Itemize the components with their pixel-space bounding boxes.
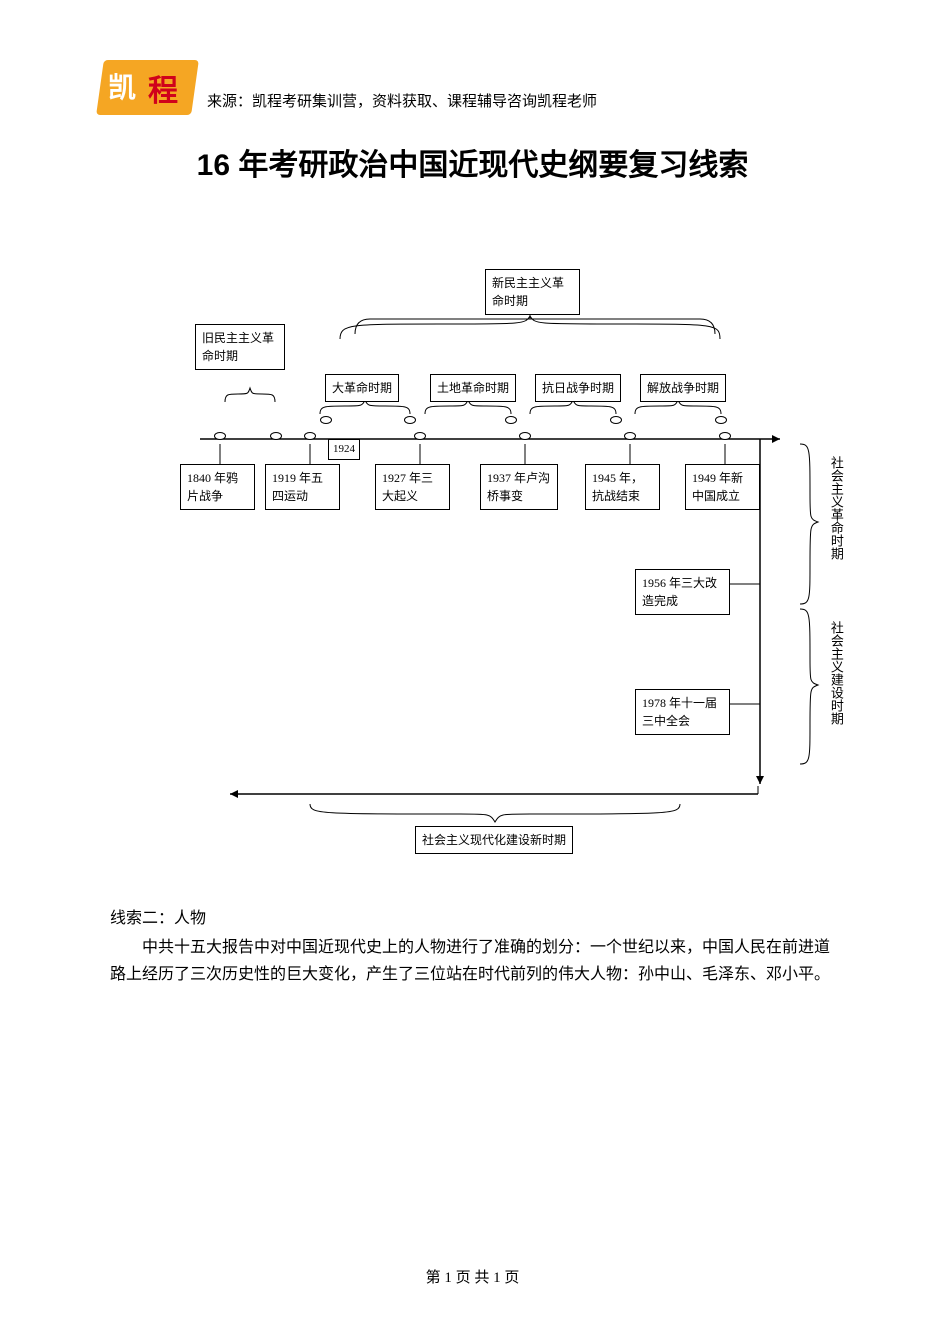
circle-2c: [404, 416, 416, 424]
section-2-body: 中共十五大报告中对中国近现代史上的人物进行了准确的划分：一个世纪以来，中国人民在…: [110, 934, 835, 988]
header: 凯 程 来源：凯程考研集训营，资料获取、课程辅导咨询凯程老师: [100, 60, 845, 115]
page: 凯 程 来源：凯程考研集训营，资料获取、课程辅导咨询凯程老师 16 年考研政治中…: [0, 0, 945, 1337]
section-2-label: 线索二：人物: [110, 904, 845, 928]
event-1937: 1937 年卢沟桥事变: [480, 464, 558, 510]
box-period-2: 土地革命时期: [430, 374, 516, 402]
source-text: 来源：凯程考研集训营，资料获取、课程辅导咨询凯程老师: [207, 90, 597, 115]
box-1924: 1924: [328, 439, 360, 460]
box-period-3: 抗日战争时期: [535, 374, 621, 402]
label-socialist-build: 社会主义建设时期: [825, 619, 846, 727]
event-1840: 1840 年鸦片战争: [180, 464, 255, 510]
logo-char-2: 程: [148, 66, 178, 110]
page-title: 16 年考研政治中国近现代史纲要复习线索: [100, 140, 845, 184]
box-period-4: 解放战争时期: [640, 374, 726, 402]
circle-6: [719, 432, 731, 440]
label-socialist-rev: 社会主义革命时期: [825, 454, 846, 562]
logo-char-1: 凯: [108, 66, 136, 106]
circle-2: [304, 432, 316, 440]
circle-3: [414, 432, 426, 440]
timeline-diagram: 新民主主义革命时期 旧民主主义革命时期 大革命时期 土地革命时期 抗日战争时期 …: [160, 264, 900, 884]
box-old-democracy: 旧民主主义革命时期: [195, 324, 285, 370]
event-1927: 1927 年三大起义: [375, 464, 450, 510]
box-modernization: 社会主义现代化建设新时期: [415, 826, 573, 854]
box-period-1: 大革命时期: [325, 374, 399, 402]
logo: 凯 程: [100, 60, 195, 115]
event-1956: 1956 年三大改造完成: [635, 569, 730, 615]
event-1978: 1978 年十一届三中全会: [635, 689, 730, 735]
page-footer: 第 1 页 共 1 页: [0, 1266, 945, 1287]
box-new-democracy: 新民主主义革命时期: [485, 269, 580, 315]
circle-4: [519, 432, 531, 440]
circle-1b: [270, 432, 282, 440]
event-1945: 1945 年，抗战结束: [585, 464, 660, 510]
circle-5: [624, 432, 636, 440]
event-1949: 1949 年新中国成立: [685, 464, 760, 510]
circle-4b: [610, 416, 622, 424]
circle-2b: [320, 416, 332, 424]
event-1919: 1919 年五四运动: [265, 464, 340, 510]
circle-3b: [505, 416, 517, 424]
circle-5b: [715, 416, 727, 424]
section-2-text: 中共十五大报告中对中国近现代史上的人物进行了准确的划分：一个世纪以来，中国人民在…: [110, 934, 835, 988]
circle-1: [214, 432, 226, 440]
